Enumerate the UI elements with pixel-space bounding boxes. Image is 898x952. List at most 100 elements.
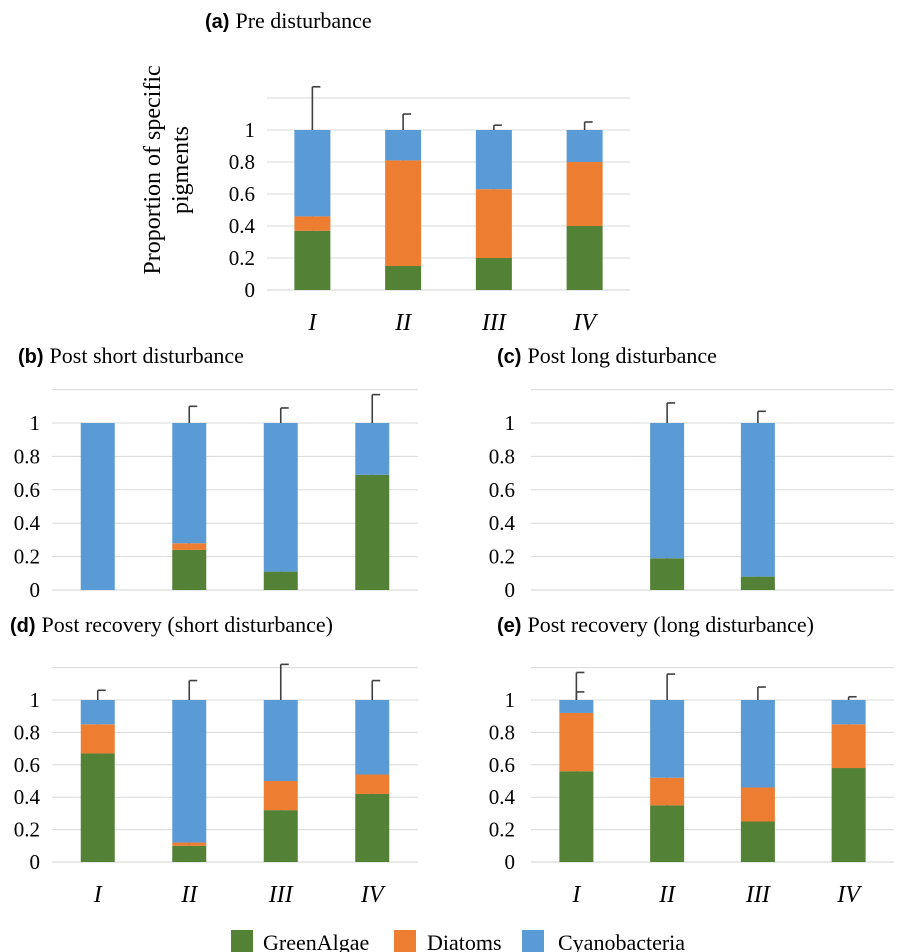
bar-greenalgae [831, 768, 866, 862]
y-tick-label: 0.8 [229, 150, 255, 174]
bar-greenalgae [740, 576, 775, 590]
y-axis-label-line-1: Proportion of specific [140, 65, 166, 274]
bar-cyanobacteria [650, 423, 685, 559]
bar-greenalgae [355, 474, 390, 590]
y-tick-label: 0.6 [229, 182, 255, 206]
panel-letter-d: (d) [10, 615, 36, 637]
panel-letter-e: (e) [497, 615, 521, 637]
x-category-label: II [394, 310, 412, 336]
x-category-label: III [268, 882, 294, 908]
y-tick-label: 0.6 [14, 478, 40, 502]
legend: GreenAlgae Diatoms Cyanobacteria [231, 930, 685, 952]
legend-swatch-cyanobacteria [522, 930, 544, 952]
y-tick-label: 0.8 [489, 444, 515, 468]
panel-title-text-e: Post recovery (long disturbance) [527, 612, 814, 637]
bar-diatoms [294, 216, 331, 231]
panel-letter-a: (a) [205, 11, 229, 33]
panel-d: (d) Post recovery (short disturbance) 0 0.2… [10, 612, 418, 908]
legend-swatch-greenalgae [231, 930, 253, 952]
y-tick-label: 0 [245, 278, 256, 302]
bar-greenalgae [650, 805, 685, 862]
x-category-label: II [658, 882, 676, 908]
y-axis-label: Proportion of specific pigments [140, 65, 194, 274]
panel-letter-b: (b) [18, 346, 44, 368]
panel-title-text-b: Post short disturbance [50, 343, 244, 368]
x-category-label: III [481, 310, 507, 336]
bar-diatoms [385, 160, 422, 266]
y-tick-label: 1 [505, 411, 516, 435]
panel-title-text-d: Post recovery (short disturbance) [42, 612, 333, 637]
bar-cyanobacteria [740, 423, 775, 577]
bar-cyanobacteria [172, 700, 207, 843]
bar-greenalgae [172, 845, 207, 862]
y-tick-label: 0 [505, 578, 516, 602]
y-tick-label: 0.2 [14, 545, 40, 569]
legend-label-diatoms: Diatoms [427, 930, 502, 952]
bar-greenalgae [263, 571, 298, 590]
bar-diatoms [355, 774, 390, 794]
y-tick-label: 0.4 [489, 785, 516, 809]
y-tick-label: 0 [505, 850, 516, 874]
bar-greenalgae [650, 558, 685, 590]
y-tick-label: 0.4 [489, 511, 516, 535]
bar-cyanobacteria [80, 700, 115, 725]
y-tick-label: 0.2 [229, 246, 255, 270]
y-tick-label: 0.6 [489, 478, 515, 502]
bar-greenalgae [559, 771, 594, 862]
panel-title-text-c: Post long disturbance [527, 343, 716, 368]
bar-diatoms [650, 777, 685, 806]
y-tick-label: 0.2 [14, 818, 40, 842]
bar-cyanobacteria [294, 130, 331, 217]
bar-greenalgae [263, 810, 298, 862]
bar-cyanobacteria [650, 700, 685, 778]
bar-greenalgae [355, 793, 390, 862]
bar-cyanobacteria [740, 700, 775, 788]
bar-greenalgae [740, 821, 775, 862]
y-tick-label: 0.4 [14, 785, 41, 809]
bar-greenalgae [566, 226, 603, 290]
x-category-label: I [571, 882, 581, 908]
bar-cyanobacteria [831, 700, 866, 725]
panel-title-a: (a) Pre disturbance [205, 8, 372, 33]
bar-cyanobacteria [385, 130, 422, 161]
x-category-label: II [180, 882, 198, 908]
y-tick-label: 1 [505, 688, 516, 712]
bar-cyanobacteria [559, 700, 594, 713]
legend-label-greenalgae: GreenAlgae [263, 930, 369, 952]
panel-title-e: (e) Post recovery (long disturbance) [497, 612, 814, 637]
y-tick-label: 0.6 [14, 753, 40, 777]
bar-greenalgae [80, 753, 115, 862]
bar-greenalgae [475, 258, 512, 290]
x-category-label: IV [572, 310, 598, 336]
bar-cyanobacteria [80, 423, 115, 590]
y-tick-label: 0.2 [489, 818, 515, 842]
bar-diatoms [831, 724, 866, 769]
panel-title-c: (c) Post long disturbance [497, 343, 717, 368]
bar-cyanobacteria [263, 423, 298, 572]
y-tick-label: 1 [245, 118, 256, 142]
panel-title-text-a: Pre disturbance [235, 8, 371, 33]
panel-b: (b) Post short disturbance 0 0.2 0.4 0.6 0.8 1 [14, 343, 418, 602]
x-category-label: III [745, 882, 771, 908]
bar-cyanobacteria [355, 700, 390, 775]
bar-cyanobacteria [475, 130, 512, 190]
y-tick-label: 0 [30, 578, 41, 602]
x-category-label: IV [360, 882, 386, 908]
bar-cyanobacteria [172, 423, 207, 544]
bar-diatoms [475, 189, 512, 258]
y-tick-label: 0.4 [229, 214, 256, 238]
panel-title-b: (b) Post short disturbance [18, 343, 244, 368]
y-tick-label: 0.8 [489, 720, 515, 744]
bar-cyanobacteria [263, 700, 298, 781]
y-axis-label-line-2: pigments [168, 126, 194, 214]
y-tick-label: 0.6 [489, 753, 515, 777]
bar-greenalgae [172, 549, 207, 590]
panel-letter-c: (c) [497, 346, 521, 368]
bar-diatoms [740, 787, 775, 822]
bar-diatoms [566, 162, 603, 226]
y-tick-label: 0.4 [14, 511, 41, 535]
bar-diatoms [80, 724, 115, 754]
panel-title-d: (d) Post recovery (short disturbance) [10, 612, 333, 637]
